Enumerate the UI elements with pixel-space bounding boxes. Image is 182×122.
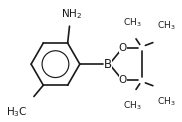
Text: O: O [119,75,127,85]
Text: B: B [104,58,112,71]
Text: CH$_3$: CH$_3$ [157,20,175,32]
Text: H$_3$C: H$_3$C [6,105,27,119]
Text: CH$_3$: CH$_3$ [123,16,142,29]
Text: CH$_3$: CH$_3$ [123,100,142,112]
Text: CH$_3$: CH$_3$ [157,96,175,108]
Text: NH$_2$: NH$_2$ [61,7,82,21]
Text: O: O [119,43,127,53]
